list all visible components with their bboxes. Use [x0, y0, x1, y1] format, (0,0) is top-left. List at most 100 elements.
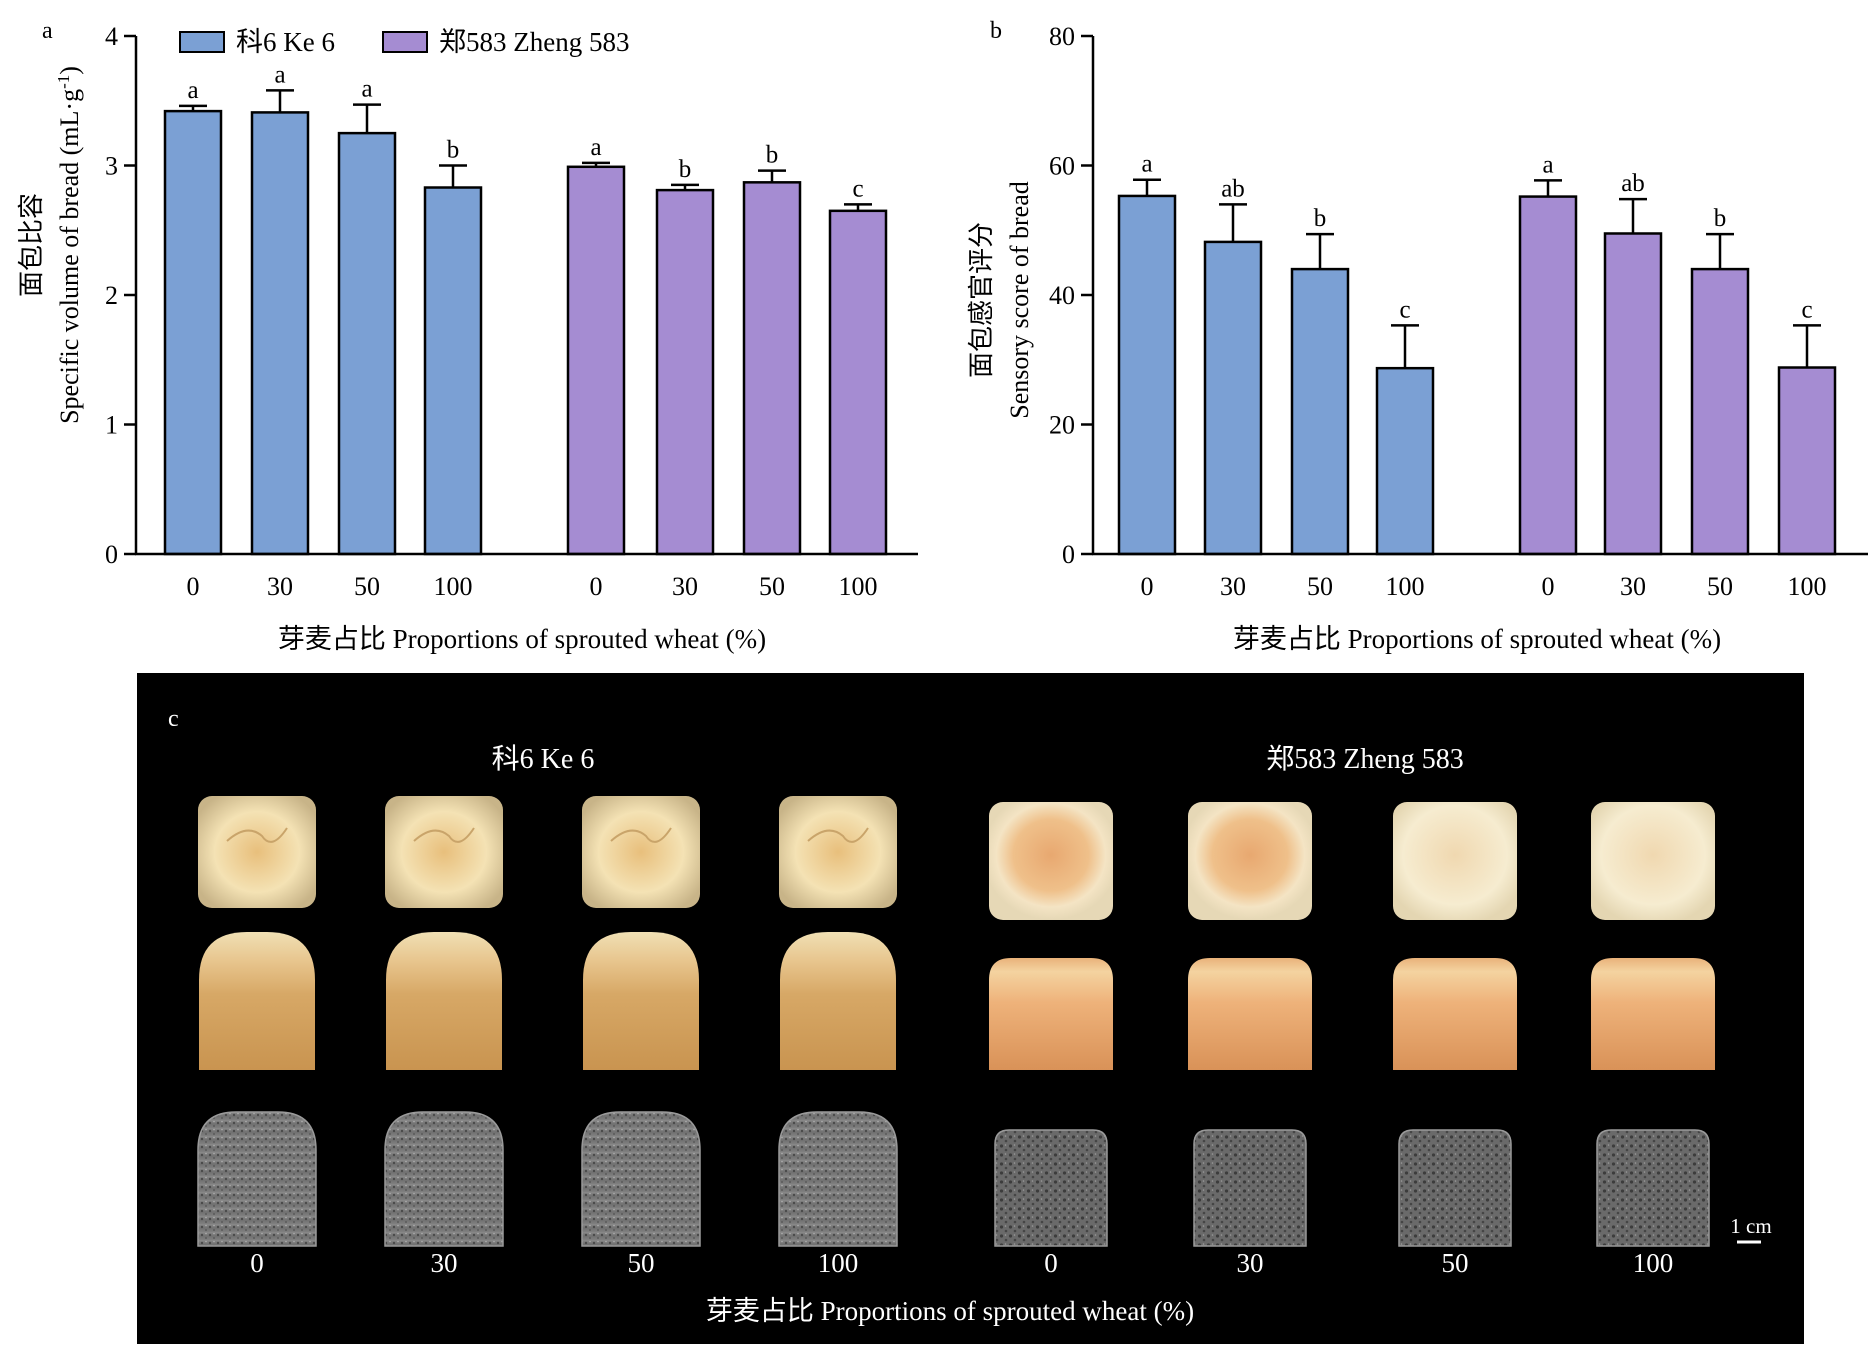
x-tick-label: 100 [1788, 572, 1827, 601]
photo-x-label: 50 [1442, 1248, 1469, 1278]
bread-top-view [1188, 802, 1312, 920]
y-tick-label: 1 [105, 411, 118, 440]
x-tick-label: 0 [187, 572, 200, 601]
significance-letter: b [1714, 205, 1727, 232]
bread-photo-column [989, 802, 1113, 1247]
photo-x-label: 0 [250, 1248, 264, 1278]
bar [1518, 195, 1578, 556]
y-tick-label: 4 [105, 22, 118, 51]
bread-top-view [779, 796, 897, 908]
bar [1117, 194, 1177, 556]
bar [1203, 240, 1263, 556]
bar [337, 131, 397, 556]
x-tick-label: 30 [1220, 572, 1246, 601]
panel-b-xlabel: 芽麦占比 Proportions of sprouted wheat (%) [1233, 624, 1721, 654]
photo-x-labels: 0 30 50 100 0 30 50 100 [250, 1248, 1673, 1278]
crust-crack [413, 827, 475, 843]
bread-photo-grid [197, 796, 1715, 1247]
panel-b-ylabel-cn: 面包感官评分 [967, 222, 996, 378]
bar [1290, 267, 1350, 556]
significance-letter: a [187, 77, 198, 104]
panel-b-x-axis: 0 30 50 100 0 30 50 100 [1141, 572, 1827, 601]
bread-top-view [989, 802, 1113, 920]
y-tick-label: 2 [105, 281, 118, 310]
bread-side-view [1393, 958, 1517, 1070]
x-tick-label: 100 [839, 572, 878, 601]
panel-a-legend: 科6 Ke 6 郑583 Zheng 583 [179, 27, 629, 57]
photo-group-label-zheng583: 郑583 Zheng 583 [1266, 743, 1464, 775]
bread-crumb-scan [778, 1111, 898, 1247]
significance-letter: c [1399, 296, 1410, 323]
panel-a-y-axis: 0 1 2 3 4 [105, 22, 136, 569]
significance-letter: b [679, 156, 692, 183]
panel-a-ylabel-en: Specific volume of bread (mL·g-1) [54, 66, 84, 424]
bar [1603, 232, 1663, 556]
legend-label-ke6: 科6 Ke 6 [236, 27, 335, 57]
bar [742, 181, 802, 556]
bread-photo-column [1393, 802, 1517, 1247]
bread-crumb-scan [1398, 1129, 1512, 1247]
panel-b-letter: b [990, 18, 1002, 44]
bread-top-view [582, 796, 700, 908]
bread-crumb-scan [197, 1111, 317, 1247]
significance-letter: a [274, 61, 285, 88]
x-tick-label: 0 [1542, 572, 1555, 601]
photo-x-label: 50 [628, 1248, 655, 1278]
x-tick-label: 30 [267, 572, 293, 601]
panel-a-bars: a a a b a b b c [163, 61, 888, 556]
bar [1690, 267, 1750, 556]
bread-side-view [1591, 958, 1715, 1070]
significance-letter: ab [1621, 170, 1645, 197]
significance-letter: a [361, 76, 372, 103]
photo-x-label: 100 [1633, 1248, 1674, 1278]
panel-b-chart: b 面包感官评分 Sensory score of bread 0 20 40 60 8… [967, 18, 1868, 654]
x-tick-label: 50 [1707, 572, 1733, 601]
bread-crumb-scan [581, 1111, 701, 1247]
x-tick-label: 0 [590, 572, 603, 601]
photo-x-label: 0 [1044, 1248, 1058, 1278]
panel-a-ylabel-cn: 面包比容 [17, 193, 46, 297]
panel-a-x-axis: 0 30 50 100 0 30 50 100 [187, 572, 878, 601]
panel-c-letter: c [168, 706, 179, 732]
panel-b-y-axis: 0 20 40 60 80 [1049, 22, 1093, 569]
bread-side-view [1188, 958, 1312, 1070]
y-tick-label: 40 [1049, 281, 1075, 310]
bread-crumb-scan [1596, 1129, 1710, 1247]
bread-top-view [385, 796, 503, 908]
significance-letter: c [1801, 296, 1812, 323]
photo-x-label: 30 [431, 1248, 458, 1278]
bread-side-view [386, 932, 502, 1070]
bread-top-view [1393, 802, 1517, 920]
panel-a-letter: a [42, 18, 53, 44]
photo-group-label-ke6: 科6 Ke 6 [492, 743, 595, 775]
bread-crumb-scan [384, 1111, 504, 1247]
bar [163, 109, 223, 556]
x-tick-label: 30 [672, 572, 698, 601]
y-tick-label: 20 [1049, 411, 1075, 440]
photo-x-label: 30 [1237, 1248, 1264, 1278]
legend-swatch-ke6 [179, 31, 225, 53]
significance-letter: b [447, 137, 460, 164]
y-tick-label: 60 [1049, 152, 1075, 181]
x-tick-label: 30 [1620, 572, 1646, 601]
y-tick-label: 3 [105, 152, 118, 181]
bread-top-view [1591, 802, 1715, 920]
x-tick-label: 100 [1386, 572, 1425, 601]
significance-letter: b [766, 142, 779, 169]
bar [423, 186, 483, 556]
bar [1375, 366, 1435, 556]
panel-b-ylabel-en: Sensory score of bread [1005, 181, 1034, 419]
panel-a-xlabel: 芽麦占比 Proportions of sprouted wheat (%) [278, 624, 766, 654]
x-tick-label: 50 [759, 572, 785, 601]
bread-photo-column [1591, 802, 1715, 1247]
photo-x-label: 100 [818, 1248, 859, 1278]
y-tick-label: 80 [1049, 22, 1075, 51]
legend-label-zheng583: 郑583 Zheng 583 [439, 27, 629, 57]
x-tick-label: 50 [354, 572, 380, 601]
crust-crack [610, 827, 672, 843]
bar [1777, 366, 1837, 556]
bread-side-view [583, 932, 699, 1070]
bread-crumb-scan [1193, 1129, 1307, 1247]
significance-letter: a [590, 134, 601, 161]
